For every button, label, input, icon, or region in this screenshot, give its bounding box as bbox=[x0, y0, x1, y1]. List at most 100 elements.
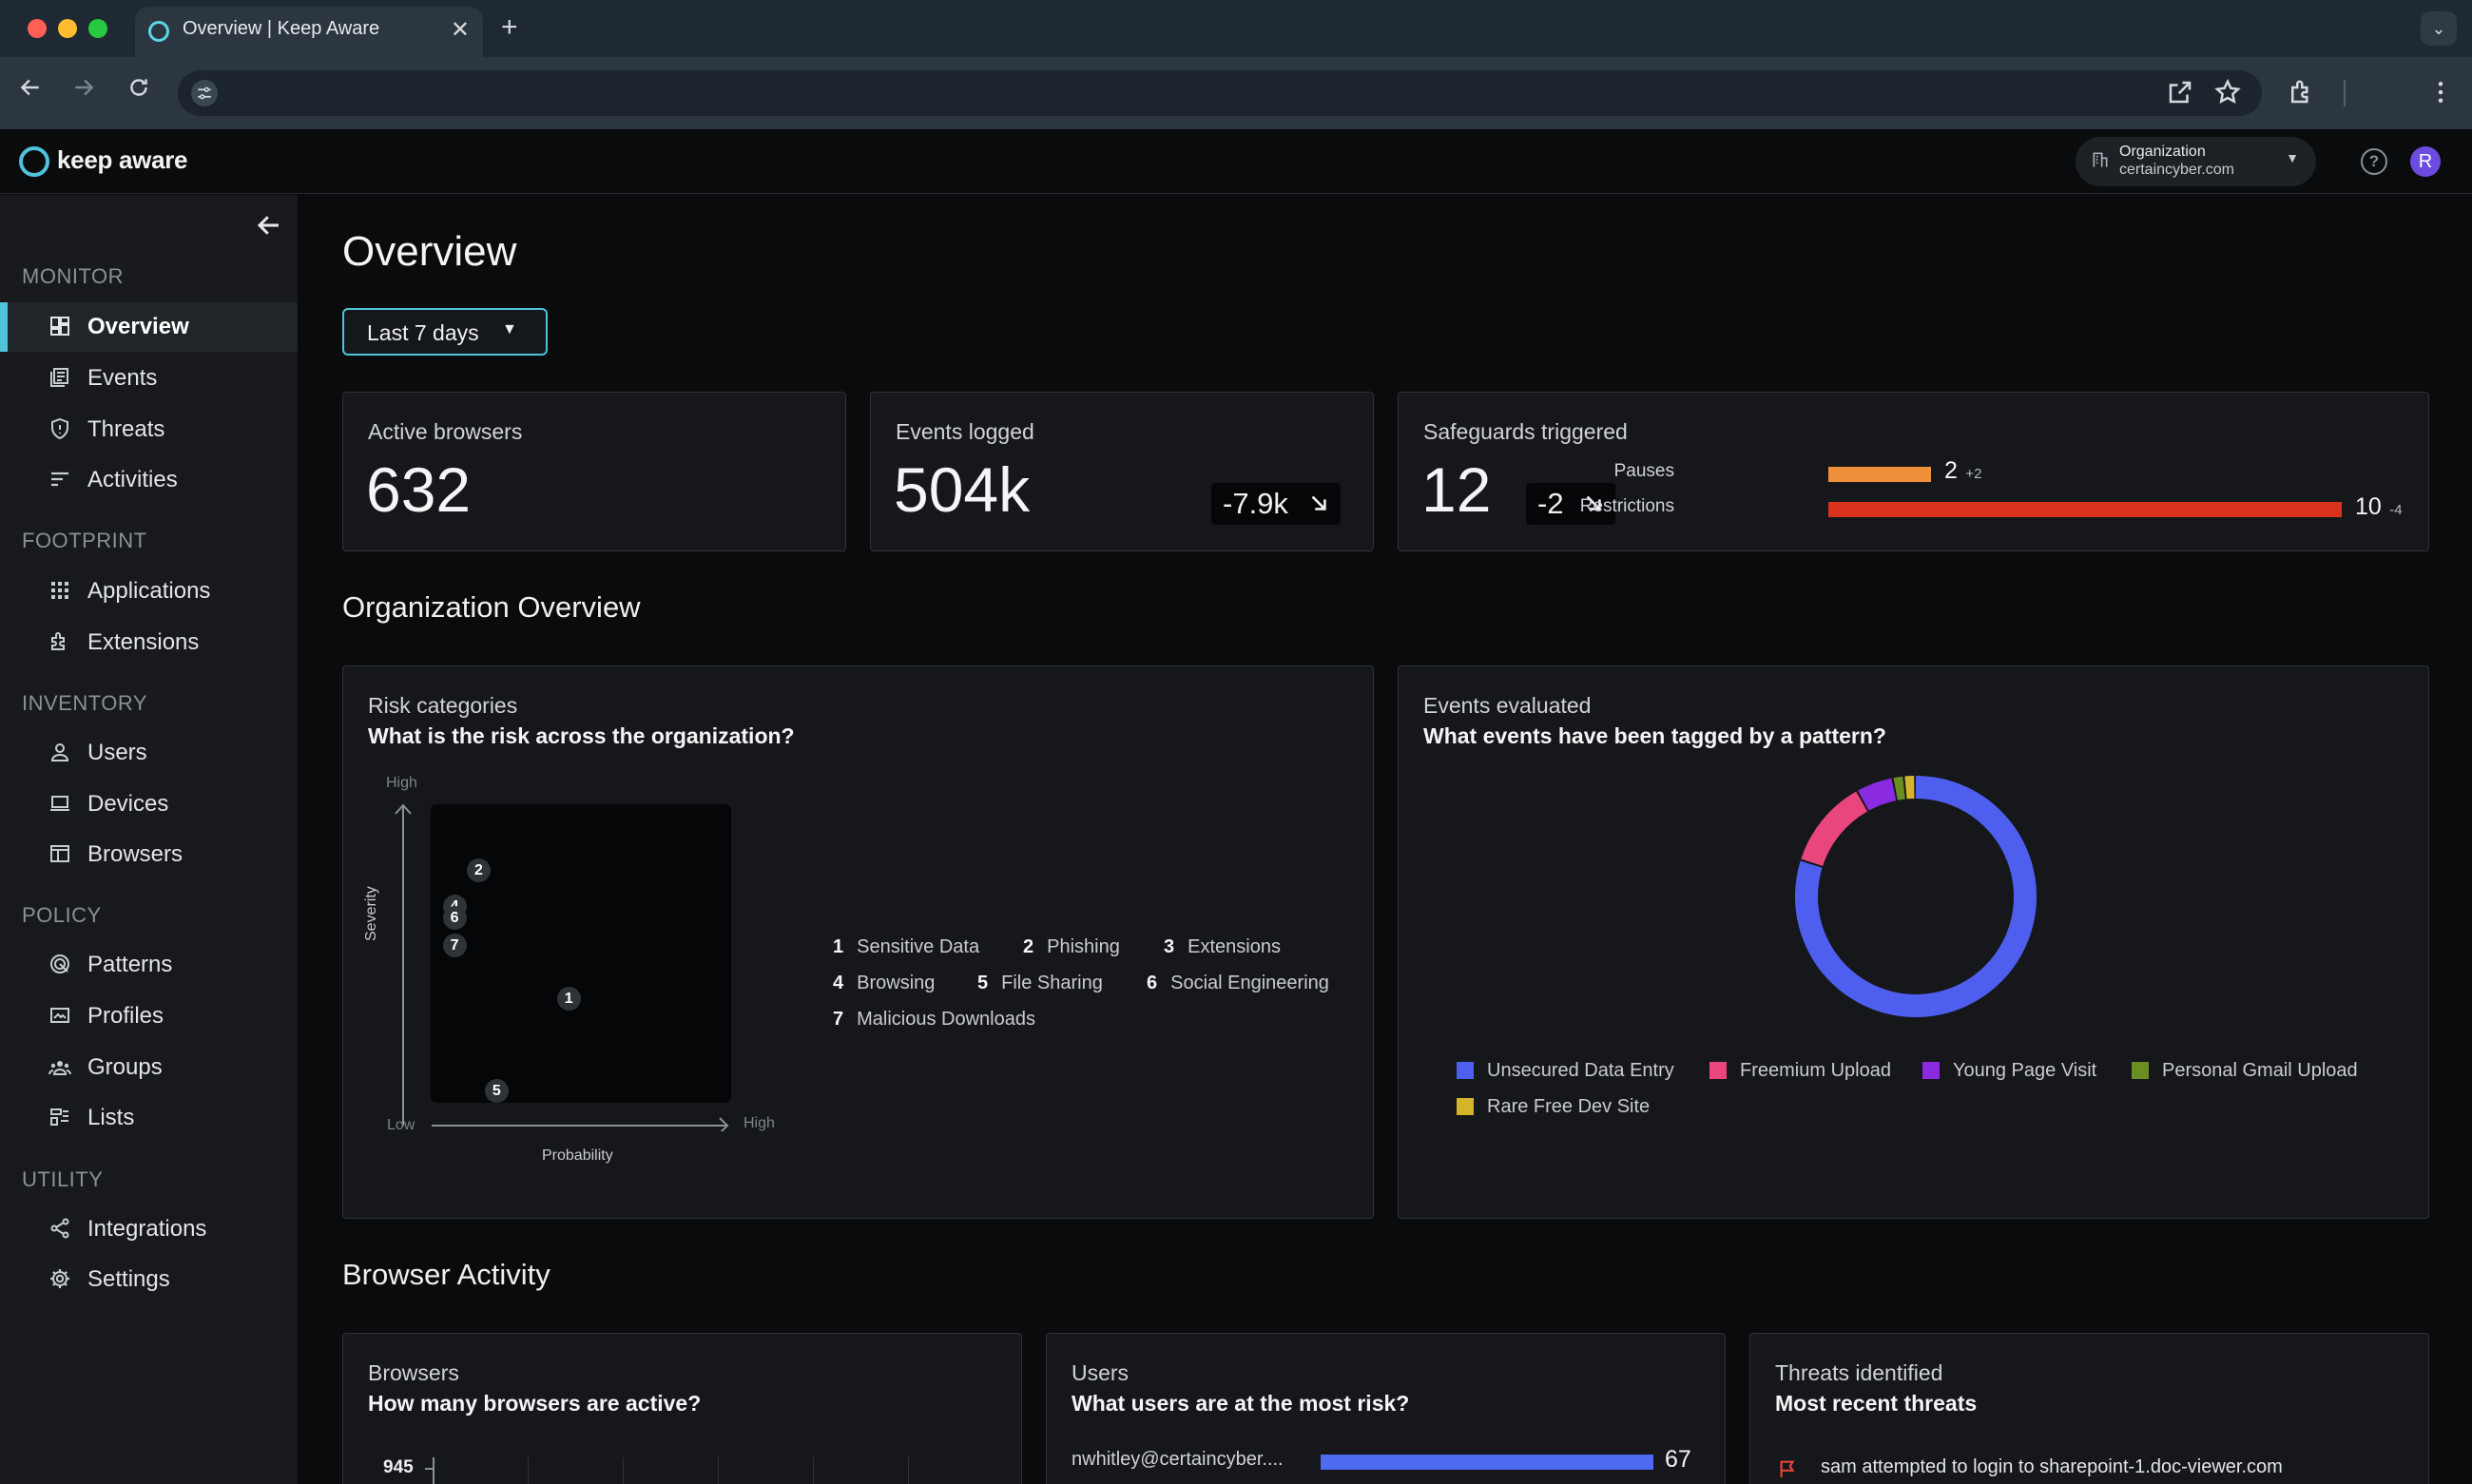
browser-tab[interactable]: Overview | Keep Aware ✕ bbox=[135, 7, 483, 57]
card-label: Safeguards triggered bbox=[1423, 419, 1628, 444]
legend-item[interactable]: Personal Gmail Upload bbox=[2132, 1060, 2358, 1082]
pauses-bar bbox=[1828, 467, 1931, 482]
legend-item: 3 Extensions bbox=[1164, 936, 1281, 957]
grid-icon bbox=[48, 579, 72, 604]
avatar[interactable]: R bbox=[2410, 146, 2441, 177]
restrictions-value: 10 -4 bbox=[2355, 493, 2403, 521]
maximize-window-button[interactable] bbox=[88, 19, 107, 38]
arrow-down-right-icon bbox=[1583, 487, 1604, 520]
lists-icon bbox=[48, 1106, 72, 1130]
help-icon[interactable]: ? bbox=[2361, 148, 2387, 175]
shield-icon bbox=[48, 417, 72, 442]
sidebar-item-settings[interactable]: Settings bbox=[0, 1255, 298, 1304]
sidebar-item-activities[interactable]: Activities bbox=[0, 455, 298, 505]
sidebar-item-integrations[interactable]: Integrations bbox=[0, 1205, 298, 1254]
restrictions-delta: -4 bbox=[2389, 502, 2403, 518]
extensions-icon[interactable] bbox=[2287, 78, 2315, 111]
back-icon[interactable] bbox=[11, 74, 49, 108]
legend-item[interactable]: Unsecured Data Entry bbox=[1457, 1060, 1674, 1082]
sidebar-item-users[interactable]: Users bbox=[0, 728, 298, 778]
legend-swatch bbox=[1457, 1098, 1474, 1115]
sidebar-item-patterns[interactable]: Patterns bbox=[0, 940, 298, 990]
organization-switcher[interactable]: Organization certaincyber.com ▼ bbox=[2076, 137, 2316, 186]
keep-aware-favicon-icon bbox=[148, 21, 169, 42]
y-axis-line bbox=[433, 1457, 435, 1484]
card-question: How many browsers are active? bbox=[368, 1391, 702, 1416]
flag-icon bbox=[1777, 1457, 1798, 1484]
user-icon bbox=[48, 741, 72, 765]
x-axis-label: Probability bbox=[542, 1147, 613, 1164]
puzzle-icon bbox=[48, 630, 72, 655]
sidebar-item-devices[interactable]: Devices bbox=[0, 780, 298, 829]
delta-value: -7.9k bbox=[1223, 487, 1288, 520]
section-title-browser-activity: Browser Activity bbox=[342, 1258, 550, 1291]
sidebar-item-extensions[interactable]: Extensions bbox=[0, 618, 298, 667]
sidebar-item-events[interactable]: Events bbox=[0, 354, 298, 403]
sidebar-item-threats[interactable]: Threats bbox=[0, 405, 298, 454]
risk-axes bbox=[395, 803, 729, 1131]
donut-slice-0[interactable] bbox=[1795, 776, 2037, 1017]
address-bar[interactable] bbox=[178, 70, 2262, 116]
collapse-sidebar-icon[interactable] bbox=[255, 211, 283, 246]
legend-item: 5 File Sharing bbox=[977, 973, 1103, 993]
legend-item[interactable]: Freemium Upload bbox=[1709, 1060, 1891, 1082]
new-tab-button[interactable]: + bbox=[501, 11, 518, 43]
organization-value: certaincyber.com bbox=[2119, 162, 2234, 178]
legend-label: Rare Free Dev Site bbox=[1487, 1096, 1651, 1117]
sidebar-item-groups[interactable]: Groups bbox=[0, 1043, 298, 1092]
sidebar-item-label: Settings bbox=[87, 1266, 170, 1292]
active-indicator bbox=[0, 302, 8, 352]
brand-name: keep aware bbox=[57, 145, 188, 174]
close-window-button[interactable] bbox=[28, 19, 47, 38]
section-footprint: FOOTPRINT bbox=[22, 529, 147, 552]
organization-label: Organization bbox=[2119, 144, 2206, 160]
sidebar-item-label: Users bbox=[87, 740, 147, 765]
events-icon bbox=[48, 366, 72, 391]
legend-swatch bbox=[1457, 1062, 1474, 1079]
activities-icon bbox=[48, 468, 72, 492]
events-logged-card: Events logged 504k -7.9k bbox=[870, 392, 1374, 551]
threat-item[interactable]: sam attempted to login to sharepoint-1.d… bbox=[1821, 1456, 2283, 1477]
sidebar-item-browsers[interactable]: Browsers bbox=[0, 830, 298, 879]
sidebar-item-label: Activities bbox=[87, 467, 178, 492]
risk-point-7[interactable]: 7 bbox=[442, 933, 467, 957]
active-browsers-card: Active browsers 632 bbox=[342, 392, 846, 551]
restrictions-label: Restrictions bbox=[1579, 496, 1674, 516]
tab-search-button[interactable]: ⌄ bbox=[2421, 11, 2457, 46]
open-in-window-icon[interactable] bbox=[2166, 78, 2194, 111]
tab-close-icon[interactable]: ✕ bbox=[450, 17, 470, 43]
bookmark-star-icon[interactable] bbox=[2213, 78, 2242, 111]
sidebar-item-applications[interactable]: Applications bbox=[0, 567, 298, 616]
building-icon bbox=[2091, 150, 2110, 175]
profiles-icon bbox=[48, 1004, 72, 1029]
legend-item[interactable]: Young Page Visit bbox=[1922, 1060, 2096, 1082]
forward-icon[interactable] bbox=[65, 74, 103, 108]
site-settings-icon[interactable] bbox=[191, 80, 218, 106]
section-monitor: MONITOR bbox=[22, 264, 124, 288]
risk-point-2[interactable]: 2 bbox=[466, 858, 491, 883]
sidebar-item-overview[interactable]: Overview bbox=[0, 302, 298, 352]
pauses-value: 2 +2 bbox=[1944, 457, 1981, 485]
share-icon bbox=[48, 1217, 72, 1242]
date-range-dropdown[interactable]: Last 7 days ▼ bbox=[342, 308, 548, 356]
card-question: What events have been tagged by a patter… bbox=[1423, 723, 1886, 748]
sidebar-item-lists[interactable]: Lists bbox=[0, 1093, 298, 1143]
risk-point-6[interactable]: 6 bbox=[442, 906, 467, 931]
dashboard-icon bbox=[48, 315, 72, 339]
legend-item[interactable]: Rare Free Dev Site bbox=[1457, 1096, 1650, 1118]
legend-label: Personal Gmail Upload bbox=[2162, 1060, 2358, 1081]
risk-point-5[interactable]: 5 bbox=[484, 1079, 509, 1104]
restrictions-bar bbox=[1828, 502, 2342, 517]
section-inventory: INVENTORY bbox=[22, 691, 148, 715]
sidebar-item-profiles[interactable]: Profiles bbox=[0, 992, 298, 1041]
sidebar-item-label: Threats bbox=[87, 416, 165, 442]
reload-icon[interactable] bbox=[120, 74, 158, 108]
risk-point-1[interactable]: 1 bbox=[556, 987, 581, 1012]
legend-item: 2 Phishing bbox=[1023, 936, 1120, 957]
user-email[interactable]: nwhitley@certaincyber.... bbox=[1072, 1449, 1284, 1470]
browser-menu-icon[interactable] bbox=[2426, 78, 2455, 111]
sidebar bbox=[0, 195, 298, 1484]
minimize-window-button[interactable] bbox=[58, 19, 77, 38]
card-title: Threats identified bbox=[1775, 1360, 1943, 1385]
y-tick-label: 945 bbox=[383, 1457, 414, 1477]
